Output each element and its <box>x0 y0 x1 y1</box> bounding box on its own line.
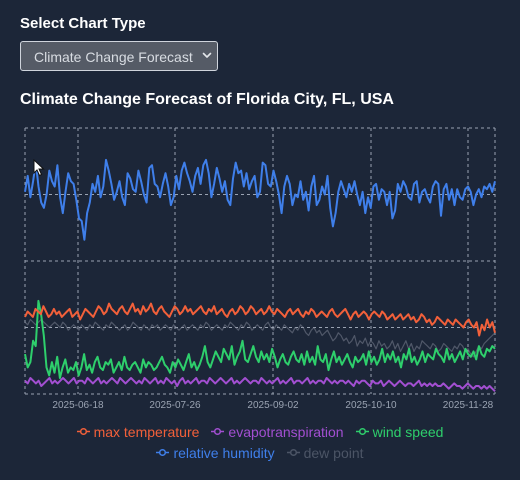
series-line-max-temperature <box>24 302 496 337</box>
legend-item-evapotranspiration[interactable]: evapotranspiration <box>211 423 344 440</box>
series-line-dew-point <box>24 318 496 358</box>
chart-type-select[interactable]: Climate Change Forecast <box>20 41 218 71</box>
x-tick-label: 2025-06-18 <box>52 400 104 411</box>
legend-label: dew point <box>303 444 364 461</box>
x-tick-label: 2025-09-02 <box>247 400 299 411</box>
legend-marker-icon <box>156 448 170 457</box>
chevron-down-icon <box>202 52 212 58</box>
legend-marker-icon <box>355 427 369 436</box>
legend-marker-icon <box>286 448 300 457</box>
series-line-wind-speed <box>24 299 496 379</box>
x-axis-ticks: 2025-06-18 2025-07-26 2025-09-02 2025-10-10… <box>52 400 493 411</box>
legend-marker-icon <box>211 427 225 436</box>
x-tick-label: 2025-10-10 <box>345 400 397 411</box>
legend-label: max temperature <box>93 423 200 440</box>
series-line-relative-humidity <box>24 158 496 241</box>
chart-title: Climate Change Forecast of Florida City,… <box>20 91 394 108</box>
series-line-evapotranspiration <box>24 377 496 393</box>
x-tick-label: 2025-07-26 <box>149 400 201 411</box>
chart-legend: max temperature evapotranspiration wind sp… <box>0 421 520 463</box>
legend-label: relative humidity <box>173 444 275 461</box>
legend-row: relative humidity dew point <box>0 442 520 463</box>
select-chart-type-label: Select Chart Type <box>20 15 146 32</box>
x-tick-label: 2025-11-28 <box>443 400 494 411</box>
legend-item-dew-point[interactable]: dew point <box>286 444 364 461</box>
chart-type-select-value: Climate Change Forecast <box>34 49 193 65</box>
legend-item-wind-speed[interactable]: wind speed <box>355 423 444 440</box>
legend-label: wind speed <box>372 423 444 440</box>
legend-item-relative-humidity[interactable]: relative humidity <box>156 444 275 461</box>
line-chart[interactable]: 2025-06-18 2025-07-26 2025-09-02 2025-10-10… <box>0 0 520 420</box>
legend-label: evapotranspiration <box>228 423 344 440</box>
legend-item-max-temperature[interactable]: max temperature <box>76 423 200 440</box>
mouse-pointer-icon <box>33 159 45 177</box>
legend-row: max temperature evapotranspiration wind sp… <box>0 421 520 442</box>
chart-series <box>24 158 496 393</box>
legend-marker-icon <box>76 427 90 436</box>
